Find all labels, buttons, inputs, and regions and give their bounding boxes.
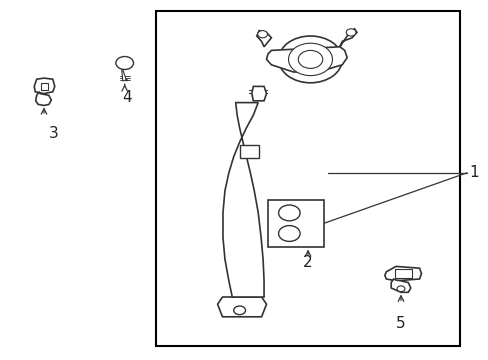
Text: 5: 5 [395,316,405,332]
Polygon shape [384,266,421,281]
Text: 4: 4 [122,90,132,105]
Circle shape [288,43,332,76]
Circle shape [278,205,300,221]
Polygon shape [217,297,266,317]
Text: 1: 1 [468,165,478,180]
Polygon shape [339,29,356,47]
Circle shape [346,29,355,36]
Bar [156,11,459,346]
Polygon shape [266,47,346,72]
Circle shape [278,226,300,242]
Circle shape [396,286,404,292]
Polygon shape [34,78,55,94]
Circle shape [298,50,322,68]
Bar [267,200,324,247]
Polygon shape [223,103,264,297]
Circle shape [116,57,133,69]
Circle shape [233,306,245,315]
Polygon shape [251,86,266,101]
Circle shape [257,31,267,38]
Polygon shape [239,145,259,158]
Text: 3: 3 [49,126,59,141]
Circle shape [278,36,342,83]
Polygon shape [256,31,271,47]
Polygon shape [36,92,51,105]
Bar [41,83,48,90]
Text: 2: 2 [303,255,312,270]
Polygon shape [122,69,127,81]
Bar [394,269,411,278]
Polygon shape [390,279,410,292]
